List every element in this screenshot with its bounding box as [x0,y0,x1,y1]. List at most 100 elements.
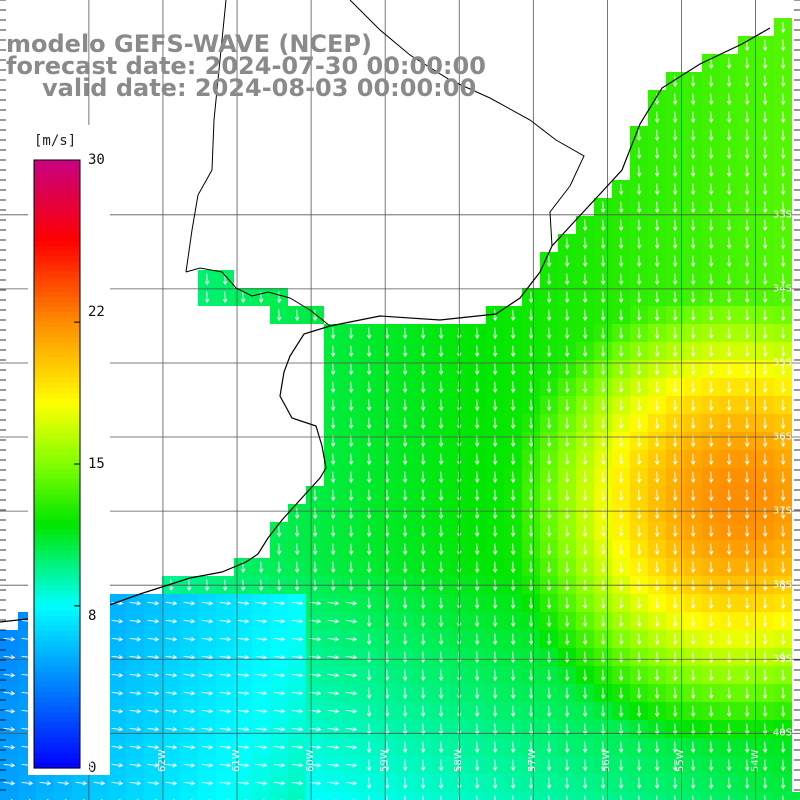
wind-vector-arrow [492,759,498,772]
wind-vector-arrow [165,726,178,732]
wind-vector-arrow [690,381,696,394]
uruguay-border [185,0,227,273]
wind-vector-arrow [618,183,624,196]
wind-vector-arrow [618,723,624,736]
colorbar-segment [34,261,80,267]
wind-vector-arrow [780,471,786,484]
wind-vector-arrow [474,687,480,700]
wind-vector-arrow [546,363,552,376]
colorbar-segment [34,382,80,389]
wind-vector-arrow [147,708,160,714]
wind-vector-arrow [510,777,516,790]
colorbar-segment [34,388,80,394]
wind-vector-arrow [512,795,514,800]
wind-vector-arrow [546,417,552,430]
wind-vector-arrow [438,669,444,682]
wind-vector-arrow [294,309,300,322]
wind-vector-arrow [276,309,282,322]
wind-vector-arrow [744,399,750,412]
wind-vector-arrow [366,507,372,520]
colorbar-segment [34,757,80,764]
wind-speed-cell [324,792,342,800]
wind-vector-arrow [291,780,304,786]
wind-vector-arrow [744,723,750,736]
colorbar-segment [34,489,80,495]
wind-vector-arrow [255,708,268,714]
wind-vector-arrow [564,327,570,340]
wind-vector-arrow [255,726,268,732]
wind-vector-arrow [546,327,552,340]
colorbar-segment [34,160,80,166]
wind-vector-arrow [636,561,642,574]
wind-vector-arrow [327,600,340,606]
wind-vector-arrow [636,129,642,142]
wind-vector-arrow [183,744,196,750]
colorbar-tick-8: 8 [88,608,97,624]
wind-vector-arrow [726,309,732,322]
colorbar-segment [34,438,80,445]
wind-vector-arrow [93,780,106,786]
wind-vector-arrow [726,273,732,286]
wind-vector-arrow [420,669,426,682]
wind-vector-arrow [420,687,426,700]
wind-vector-arrow [219,762,232,768]
colorbar-segment [34,246,80,252]
wind-vector-arrow [762,147,768,160]
colorbar-segment [34,732,80,739]
colorbar-segment [34,423,80,430]
wind-vector-arrow [420,777,426,790]
wind-vector-arrow [744,201,750,214]
wind-vector-arrow [420,543,426,556]
wind-vector-arrow [183,726,196,732]
colorbar-segment [34,185,80,191]
colorbar-segment [34,636,80,642]
wind-vector-arrow [582,291,588,304]
wind-vector-arrow [600,201,606,214]
colorbar-segment [34,464,80,470]
wind-vector-arrow [438,543,444,556]
colorbar-segment [34,236,80,242]
wind-vector-arrow [690,417,696,430]
wind-vector-arrow [726,417,732,430]
wind-vector-arrow [237,780,250,786]
title-valid-date: valid date: 2024-08-03 00:00:00 [42,74,477,102]
wind-vector-arrow [438,471,444,484]
wind-vector-arrow [3,780,16,786]
wind-vector-arrow [420,327,426,340]
colorbar-segment [34,524,80,531]
wind-vector-arrow [384,453,390,466]
wind-vector-arrow [618,687,624,700]
wind-vector-arrow [75,780,88,786]
wind-vector-arrow [726,129,732,142]
wind-vector-arrow [546,633,552,646]
wind-vector-arrow [255,780,268,786]
wind-vector-arrow [780,453,786,466]
wind-vector-arrow [528,525,534,538]
wind-speed-cell [144,792,162,800]
wind-vector-arrow [546,399,552,412]
wind-vector-arrow [476,795,478,800]
wind-vector-arrow [692,795,694,800]
wind-vector-arrow [546,543,552,556]
wind-vector-arrow [402,327,408,340]
wind-vector-arrow [690,345,696,358]
wind-vector-arrow [474,489,480,502]
colorbar-segment [34,651,80,658]
wind-vector-arrow [744,273,750,286]
wind-vector-arrow [690,651,696,664]
wind-vector-arrow [438,489,444,502]
wind-vector-arrow [492,381,498,394]
wind-vector-arrow [366,651,372,664]
colorbar-segment [34,621,80,627]
wind-vector-arrow [672,147,678,160]
wind-vector-arrow [438,741,444,754]
wind-vector-arrow [744,57,750,70]
wind-vector-arrow [636,777,642,790]
wind-vector-arrow [291,636,304,642]
wind-vector-arrow [582,363,588,376]
wind-vector-arrow [528,291,534,304]
wind-vector-arrow [672,507,678,520]
wind-vector-arrow [273,726,286,732]
wind-vector-arrow [582,237,588,250]
colorbar-segment [34,641,80,647]
